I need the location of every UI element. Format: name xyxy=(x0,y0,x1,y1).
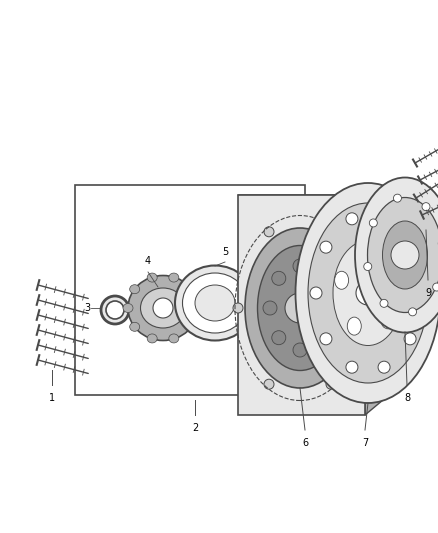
Circle shape xyxy=(404,241,416,253)
Circle shape xyxy=(320,241,332,253)
Circle shape xyxy=(272,271,286,285)
Circle shape xyxy=(357,303,367,313)
Ellipse shape xyxy=(128,276,198,341)
Ellipse shape xyxy=(123,303,133,312)
Circle shape xyxy=(364,263,372,271)
Ellipse shape xyxy=(169,334,179,343)
Ellipse shape xyxy=(147,273,157,282)
Circle shape xyxy=(323,301,337,315)
Ellipse shape xyxy=(245,228,355,388)
Ellipse shape xyxy=(175,265,255,341)
Circle shape xyxy=(314,271,328,285)
Circle shape xyxy=(285,293,315,323)
Circle shape xyxy=(310,287,322,299)
Circle shape xyxy=(263,301,277,315)
Ellipse shape xyxy=(296,183,438,403)
Circle shape xyxy=(320,333,332,345)
Text: 1: 1 xyxy=(49,393,55,403)
Circle shape xyxy=(346,361,358,373)
Ellipse shape xyxy=(333,240,403,345)
Text: 3: 3 xyxy=(84,303,90,313)
Circle shape xyxy=(414,287,426,299)
Circle shape xyxy=(380,300,388,308)
Ellipse shape xyxy=(195,285,235,321)
Text: 9: 9 xyxy=(425,288,431,298)
Circle shape xyxy=(356,281,380,305)
Ellipse shape xyxy=(363,246,377,264)
Ellipse shape xyxy=(347,317,361,335)
Ellipse shape xyxy=(183,273,247,333)
Circle shape xyxy=(433,283,438,291)
Circle shape xyxy=(409,308,417,316)
Circle shape xyxy=(391,241,419,269)
Ellipse shape xyxy=(101,296,129,324)
Text: 5: 5 xyxy=(222,247,228,257)
Ellipse shape xyxy=(388,273,402,291)
Circle shape xyxy=(264,379,274,389)
Ellipse shape xyxy=(141,288,186,328)
Circle shape xyxy=(272,330,286,345)
Ellipse shape xyxy=(130,322,140,332)
Ellipse shape xyxy=(193,303,203,312)
Circle shape xyxy=(293,343,307,357)
Polygon shape xyxy=(238,195,365,415)
Circle shape xyxy=(153,298,173,318)
Circle shape xyxy=(378,213,390,225)
Circle shape xyxy=(314,330,328,345)
Circle shape xyxy=(264,227,274,237)
Ellipse shape xyxy=(381,311,395,329)
Ellipse shape xyxy=(335,271,349,289)
Ellipse shape xyxy=(106,301,124,319)
Ellipse shape xyxy=(130,285,140,294)
Circle shape xyxy=(369,219,377,227)
Ellipse shape xyxy=(355,177,438,333)
Polygon shape xyxy=(238,195,395,218)
Text: 2: 2 xyxy=(192,423,198,433)
Circle shape xyxy=(422,203,430,211)
Circle shape xyxy=(293,259,307,273)
Circle shape xyxy=(346,213,358,225)
Ellipse shape xyxy=(382,221,427,289)
Circle shape xyxy=(393,194,402,202)
Polygon shape xyxy=(365,195,395,415)
Text: 6: 6 xyxy=(302,438,308,448)
Circle shape xyxy=(404,333,416,345)
Ellipse shape xyxy=(258,246,343,370)
Bar xyxy=(75,185,305,395)
Circle shape xyxy=(378,361,390,373)
Ellipse shape xyxy=(367,198,438,312)
Circle shape xyxy=(326,227,336,237)
Circle shape xyxy=(233,303,243,313)
Ellipse shape xyxy=(186,322,196,332)
Text: 4: 4 xyxy=(145,256,151,266)
Ellipse shape xyxy=(308,203,428,383)
Text: 8: 8 xyxy=(404,393,410,403)
Ellipse shape xyxy=(147,334,157,343)
Circle shape xyxy=(326,379,336,389)
Text: 7: 7 xyxy=(362,438,368,448)
Ellipse shape xyxy=(186,285,196,294)
Ellipse shape xyxy=(169,273,179,282)
